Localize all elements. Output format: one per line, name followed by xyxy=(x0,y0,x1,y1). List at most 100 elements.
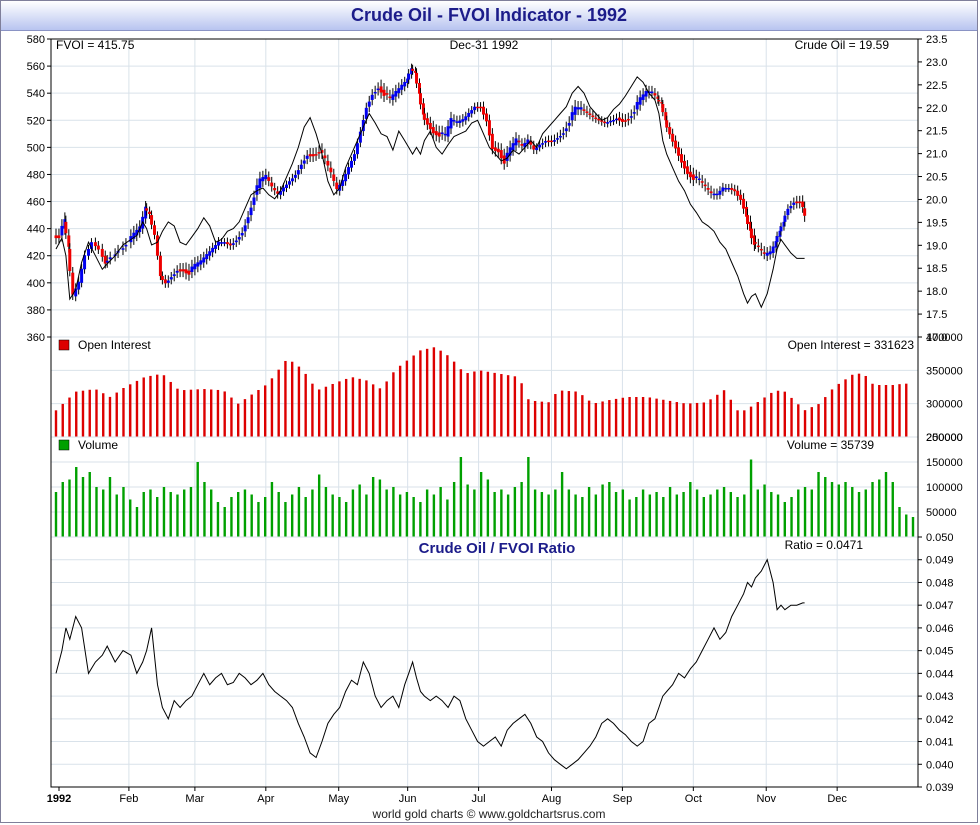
volume-bar xyxy=(878,479,881,537)
candle-body xyxy=(219,242,223,244)
ratio-tick-label: 0.041 xyxy=(926,737,954,749)
candle-body xyxy=(422,113,426,120)
volume-bar xyxy=(479,472,483,537)
candle-body xyxy=(361,120,365,132)
volume-bar xyxy=(129,499,132,537)
candle-body xyxy=(745,206,749,217)
candle-body xyxy=(379,86,383,93)
candle-body xyxy=(385,93,389,95)
candle-body xyxy=(314,154,318,156)
candle-body xyxy=(231,243,235,245)
volume-bar xyxy=(911,517,915,537)
candle-body xyxy=(320,150,324,153)
oi-bar xyxy=(473,371,476,437)
candle-body xyxy=(703,184,707,187)
price-right-tick-label: 18.5 xyxy=(926,263,947,275)
oi-readout: Open Interest = 331623 xyxy=(788,338,915,352)
candle-body xyxy=(585,111,589,113)
volume-bar xyxy=(331,494,334,537)
candle-body xyxy=(67,235,71,247)
oi-tick-label: 350000 xyxy=(926,365,963,377)
candle-body xyxy=(709,191,713,194)
volume-bar xyxy=(54,492,58,537)
candle-body xyxy=(293,174,297,178)
volume-bar xyxy=(837,484,840,537)
oi-bar xyxy=(230,397,233,437)
candle-body xyxy=(573,106,577,115)
oi-bar xyxy=(641,397,645,437)
price-right-tick-label: 19.0 xyxy=(926,240,947,252)
candle-body xyxy=(196,262,200,267)
volume-bar xyxy=(324,487,328,537)
candle-body xyxy=(214,245,218,249)
candle-body xyxy=(145,208,149,211)
candle-body xyxy=(783,215,787,222)
candle-body xyxy=(746,215,750,225)
candle-body xyxy=(124,244,128,247)
candle-body xyxy=(350,160,354,168)
candle-body xyxy=(691,174,695,180)
candle-body xyxy=(778,230,782,237)
candle-body xyxy=(60,225,64,236)
oi-bar xyxy=(689,403,692,437)
volume-bar xyxy=(533,489,537,537)
candle-body xyxy=(287,181,291,185)
oi-bar xyxy=(250,394,253,437)
volume-bar xyxy=(236,492,240,537)
candle-body xyxy=(108,257,112,260)
candle-body xyxy=(434,131,438,136)
candle-body xyxy=(317,152,321,154)
oi-bar xyxy=(878,385,881,437)
volume-bar xyxy=(115,494,118,537)
volume-bar xyxy=(560,472,564,537)
volume-bar xyxy=(520,482,523,537)
candle-body xyxy=(511,143,515,151)
volume-bar xyxy=(736,497,739,537)
volume-bar xyxy=(196,462,199,537)
oi-bar xyxy=(905,383,908,437)
oi-bar xyxy=(263,385,267,437)
volume-bar xyxy=(358,484,361,537)
candle-body xyxy=(208,251,212,256)
candle-body xyxy=(473,106,477,111)
price-left-tick-label: 580 xyxy=(27,34,45,46)
volume-bar xyxy=(473,489,476,537)
candle-body xyxy=(476,106,480,109)
candle-body xyxy=(264,174,268,180)
candle-body xyxy=(68,248,72,272)
volume-bar xyxy=(75,467,78,537)
volume-bar xyxy=(176,494,179,537)
candle-body xyxy=(105,260,109,263)
candle-body xyxy=(166,280,170,283)
candle-body xyxy=(352,154,356,161)
oi-bar xyxy=(749,406,753,437)
volume-bar xyxy=(891,482,894,537)
oi-bar xyxy=(398,365,402,437)
volume-bar xyxy=(574,494,577,537)
candle-body xyxy=(597,118,601,121)
candle-body xyxy=(660,101,664,104)
oi-bar xyxy=(783,391,786,437)
volume-bar xyxy=(756,489,759,537)
candle-body xyxy=(626,118,630,121)
candle-body xyxy=(428,122,432,130)
candle-body xyxy=(440,132,444,134)
oi-bar xyxy=(567,391,571,437)
volume-tick-label: 50000 xyxy=(926,507,957,519)
volume-bar xyxy=(338,497,341,537)
candle-body xyxy=(635,101,639,110)
volume-bar xyxy=(844,482,847,537)
volume-readout: Volume = 35739 xyxy=(787,438,874,452)
candle-body xyxy=(644,91,648,97)
candle-body xyxy=(305,155,309,159)
candle-body xyxy=(431,127,435,134)
candle-body xyxy=(496,148,500,153)
candle-body xyxy=(727,188,731,190)
oi-bar xyxy=(628,397,631,437)
candle-body xyxy=(87,248,91,256)
volume-bar xyxy=(540,492,544,537)
volume-bar xyxy=(210,489,213,537)
oi-bar xyxy=(871,383,874,437)
volume-bar xyxy=(614,492,618,537)
